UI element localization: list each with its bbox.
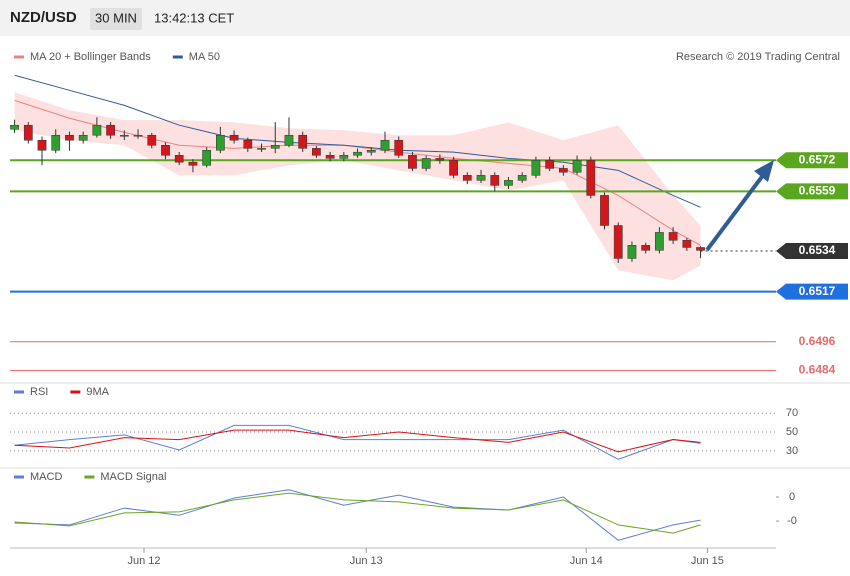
candle-body [188, 161, 198, 166]
interval-box [90, 8, 142, 30]
legend-label: MACD [30, 471, 62, 483]
interval: 30 MIN [95, 10, 137, 25]
candle-body [421, 158, 431, 169]
candle-body [641, 245, 651, 251]
candle-body [51, 134, 61, 151]
indicator-line [14, 424, 701, 460]
candle-body [408, 155, 417, 169]
candle-body [394, 139, 404, 156]
level-label: 0.6484 [799, 363, 836, 377]
candle-body [133, 134, 143, 137]
candle-body [216, 134, 225, 151]
level-label: 0.6517 [799, 284, 836, 298]
candle-body [462, 175, 472, 181]
candle-body [119, 134, 129, 137]
y-tick-label: 50 [786, 426, 798, 438]
candle-body [147, 134, 157, 146]
candle-body [586, 160, 596, 196]
legend-label: RSI [30, 386, 48, 398]
candle-body [476, 175, 486, 181]
candle-body [572, 160, 582, 173]
indicator-line [14, 489, 701, 541]
level-tag [776, 152, 848, 169]
candle-body [65, 134, 74, 141]
candle-body [600, 195, 609, 226]
candle-body [106, 124, 115, 136]
legend-label: 9MA [86, 386, 109, 398]
credit: Research © 2019 Trading Central [676, 51, 840, 63]
candle-body [380, 139, 390, 151]
candle-body [682, 240, 692, 248]
candle-body [202, 150, 212, 166]
level-label: 0.6559 [799, 184, 836, 198]
candle-body [312, 148, 321, 156]
level-tag [776, 283, 848, 300]
candle-body [325, 155, 335, 159]
indicator-line [14, 492, 701, 534]
candle-body [270, 145, 280, 149]
candle-body [517, 175, 527, 181]
candle-body [435, 158, 445, 161]
symbol: NZD/USD [10, 9, 77, 26]
level-label: 0.6496 [799, 334, 836, 348]
candle-body [229, 134, 239, 141]
x-tick-label: Jun 15 [691, 555, 724, 567]
y-tick-label: 0 [789, 491, 795, 503]
forecast-arrow [705, 172, 766, 252]
candle-body [449, 160, 458, 176]
candle-body [531, 160, 541, 176]
level-tag [776, 183, 848, 200]
legend-label: MACD Signal [100, 471, 166, 483]
clock: 13:42:13 CET [154, 10, 234, 25]
legend-label: MA 50 [189, 51, 220, 63]
arrow-head [754, 160, 774, 182]
candle-body [490, 175, 500, 186]
candle-body [504, 180, 513, 186]
candle-body [613, 225, 623, 259]
candle-body [339, 155, 349, 159]
candle-body [353, 151, 362, 156]
candle-body [92, 124, 102, 136]
candle-body [37, 139, 47, 151]
candle-body [284, 134, 294, 146]
candle-body [366, 150, 376, 153]
candle-body [545, 160, 555, 169]
candle-body [23, 124, 33, 141]
level-label: 0.6534 [799, 243, 836, 257]
x-tick-label: Jun 13 [350, 555, 383, 567]
y-tick-label: 30 [786, 445, 798, 457]
candle-body [668, 232, 678, 241]
candle-body [298, 134, 308, 149]
level-tag [776, 243, 848, 260]
candle-body [78, 134, 88, 141]
candle-body [257, 148, 266, 150]
indicator-line [14, 429, 701, 453]
level-label: 0.6572 [799, 152, 836, 166]
candle-body [243, 139, 253, 149]
x-tick-label: Jun 14 [570, 555, 603, 567]
x-tick-label: Jun 12 [127, 555, 160, 567]
candle-body [627, 245, 637, 259]
y-tick-label: -0 [787, 515, 797, 527]
candle-body [558, 168, 568, 173]
y-tick-label: 70 [786, 407, 798, 419]
bollinger-band [14, 92, 701, 281]
candle-body [655, 232, 664, 251]
candle-body [174, 155, 184, 163]
legend-label: MA 20 + Bollinger Bands [30, 51, 151, 63]
plot: 0.6572 0.6559 0.6534 0.6517 0.6496 0.6484 Jun … [10, 51, 848, 567]
candle-body [696, 247, 705, 251]
candle-body [161, 145, 170, 156]
candle-body [10, 124, 19, 130]
